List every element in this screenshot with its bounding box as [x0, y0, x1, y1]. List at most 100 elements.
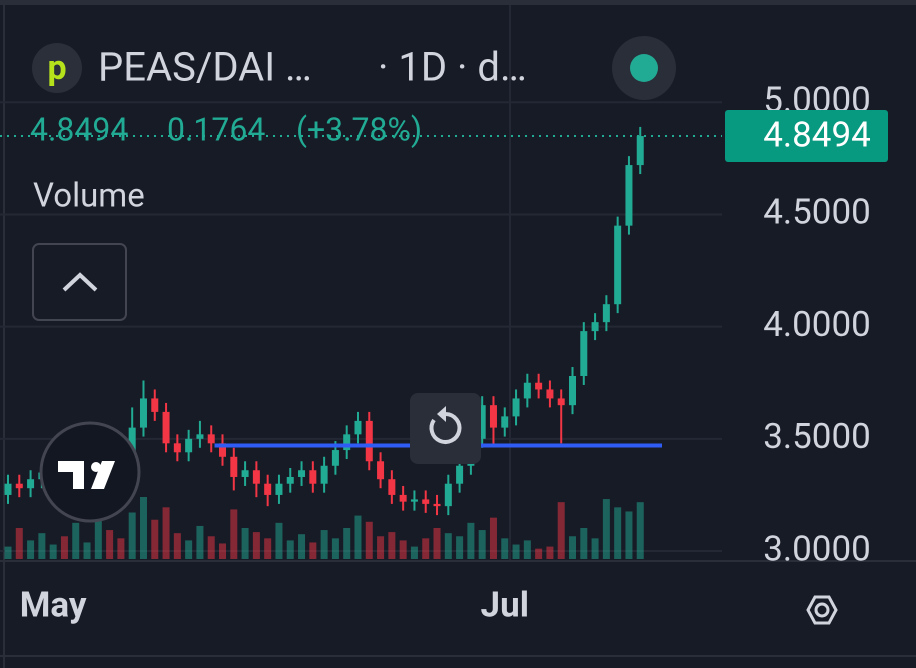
- candle-body: [275, 483, 283, 495]
- volume-bar: [219, 543, 227, 559]
- candle-body: [377, 461, 385, 480]
- candle-body: [185, 438, 193, 453]
- volume-bar: [478, 530, 486, 559]
- volume-bar: [275, 522, 283, 559]
- candle-body: [196, 434, 204, 439]
- status-dot: [630, 54, 658, 82]
- volume-bar: [467, 522, 475, 559]
- volume-bar: [298, 534, 306, 559]
- volume-bar: [4, 546, 12, 559]
- volume-bar: [241, 528, 249, 559]
- reset-arrow: [437, 406, 446, 422]
- volume-bar: [343, 528, 351, 559]
- candle-body: [546, 389, 554, 399]
- volume-bar: [422, 538, 430, 559]
- volume-bar: [614, 507, 622, 559]
- volume-bar: [196, 525, 204, 559]
- volume-bar: [128, 512, 136, 559]
- volume-bar: [354, 515, 362, 559]
- volume-bar: [377, 536, 385, 559]
- volume-bar: [546, 546, 554, 559]
- volume-bar: [535, 548, 543, 559]
- volume-bar: [72, 522, 80, 559]
- candle-body: [162, 411, 170, 444]
- tradingview-logo[interactable]: [39, 421, 141, 523]
- candle-body: [15, 483, 23, 489]
- y-tick-label: 4.5000: [763, 192, 871, 233]
- interval[interactable]: · 1D · d…: [378, 44, 527, 91]
- candle-body: [230, 456, 238, 477]
- top-border: [0, 0, 916, 5]
- candle-body: [456, 465, 464, 484]
- volume-bar: [38, 533, 46, 559]
- candle-body: [320, 465, 328, 484]
- last-price-tag-label: 4.8494: [763, 114, 871, 155]
- candle-body: [636, 136, 644, 166]
- candle-body: [139, 398, 147, 428]
- collapse-button[interactable]: [32, 243, 127, 321]
- volume-bar: [388, 532, 396, 559]
- candle-body: [512, 398, 520, 417]
- symbol-title[interactable]: PEAS/DAI …: [98, 44, 312, 91]
- volume-bar: [286, 540, 294, 559]
- volume-bar: [331, 538, 339, 559]
- candle-body: [580, 331, 588, 376]
- volume-bar: [151, 519, 159, 559]
- candle-body: [354, 420, 362, 435]
- volume-bar: [83, 542, 91, 559]
- volume-bar: [399, 540, 407, 559]
- symbol-logo-letter: p: [47, 48, 66, 88]
- candle-body: [523, 382, 531, 399]
- chevron-icon: [62, 272, 98, 292]
- candle-body: [557, 398, 565, 406]
- volume-bar: [602, 499, 610, 559]
- candle-body: [399, 494, 407, 502]
- volume-bar: [580, 528, 588, 559]
- x-tick-label: Jul: [481, 584, 529, 625]
- volume-bar: [365, 521, 373, 559]
- x-tick-label: May: [20, 584, 87, 625]
- settings-button[interactable]: [806, 595, 838, 625]
- candle-body: [173, 443, 181, 453]
- y-tick-label: 3.5000: [763, 416, 871, 457]
- candle-body: [264, 483, 272, 495]
- candle-body: [4, 483, 12, 495]
- candle-body: [343, 434, 351, 451]
- candle-body: [535, 382, 543, 390]
- candle-body: [478, 405, 486, 439]
- candle-body: [252, 470, 260, 484]
- volume-bar: [49, 544, 57, 559]
- candle-body: [298, 470, 306, 477]
- y-tick-label: 3.0000: [763, 528, 871, 569]
- volume-bar: [60, 536, 68, 559]
- volume-bar: [456, 536, 464, 559]
- candle-body: [388, 479, 396, 495]
- volume-bar: [557, 502, 565, 559]
- candle-body: [591, 322, 599, 332]
- candle-body: [365, 420, 373, 462]
- reset-button[interactable]: [410, 393, 481, 464]
- reset-icon: [429, 412, 462, 444]
- volume-bar: [636, 502, 644, 559]
- last-price: 4.8494: [30, 110, 128, 148]
- volume-label: Volume: [33, 177, 145, 216]
- volume-bar: [15, 528, 23, 559]
- candle-body: [27, 479, 35, 489]
- volume-bar: [523, 540, 531, 559]
- candle-body: [602, 304, 610, 323]
- candle-body: [444, 483, 452, 507]
- volume-bar: [173, 533, 181, 559]
- volume-bar: [185, 540, 193, 559]
- candle-body: [422, 499, 430, 504]
- volume-bar: [512, 544, 520, 559]
- volume-bar: [207, 536, 215, 559]
- symbol-logo: [32, 43, 82, 93]
- candle-body: [241, 470, 249, 477]
- volume-bar: [264, 538, 272, 559]
- candle-body: [614, 225, 622, 305]
- candle-body: [569, 376, 576, 406]
- candle-body: [625, 165, 633, 226]
- volume-bar: [320, 530, 328, 559]
- volume-bar: [94, 517, 102, 559]
